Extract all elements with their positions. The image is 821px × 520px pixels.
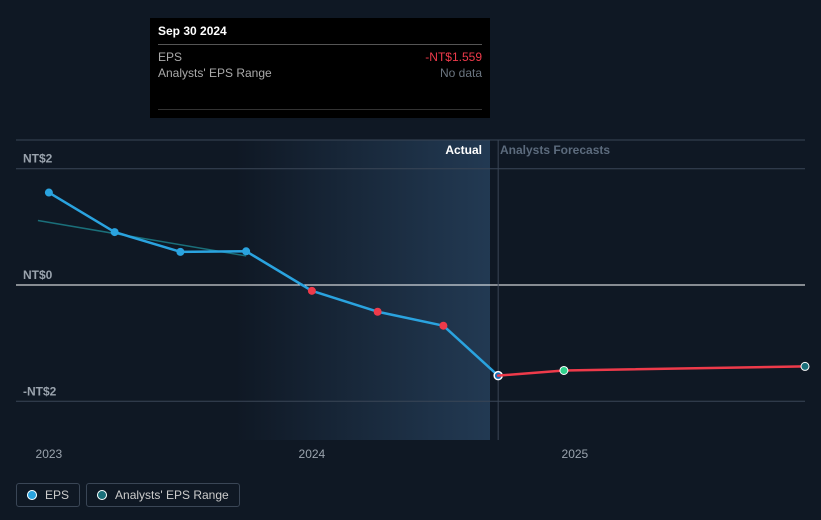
tooltip-bottom-rule <box>158 109 482 110</box>
tooltip-row-value: -NT$1.559 <box>425 49 482 65</box>
legend-item[interactable]: Analysts' EPS Range <box>86 483 240 507</box>
region-label-actual: Actual <box>445 143 482 157</box>
tooltip-row-label: EPS <box>158 49 182 65</box>
eps-marker[interactable] <box>308 287 316 295</box>
eps-marker[interactable] <box>242 247 250 255</box>
tooltip-row-value: No data <box>440 65 482 81</box>
tooltip-row: Analysts' EPS Range No data <box>158 65 482 81</box>
tooltip-date: Sep 30 2024 <box>158 24 482 42</box>
legend-swatch <box>27 490 37 500</box>
eps-marker[interactable] <box>439 322 447 330</box>
eps-marker[interactable] <box>374 308 382 316</box>
legend-swatch <box>97 490 107 500</box>
tooltip-row: EPS -NT$1.559 <box>158 49 482 65</box>
forecast-marker[interactable] <box>801 362 809 370</box>
eps-marker[interactable] <box>176 248 184 256</box>
eps-chart: NT$2 NT$0 -NT$2 Actual Analysts Forecasts 202… <box>0 0 821 520</box>
legend-item[interactable]: EPS <box>16 483 80 507</box>
forecast-marker[interactable] <box>560 366 568 374</box>
eps-marker[interactable] <box>111 228 119 236</box>
x-axis-label: 2024 <box>299 447 326 461</box>
eps-marker[interactable] <box>45 189 53 197</box>
tooltip-separator <box>158 44 482 45</box>
forecast-line <box>498 366 805 375</box>
x-axis-label: 2023 <box>36 447 63 461</box>
region-label-forecast: Analysts Forecasts <box>500 143 610 157</box>
x-axis-label: 2025 <box>562 447 589 461</box>
tooltip-row-label: Analysts' EPS Range <box>158 65 272 81</box>
chart-legend: EPS Analysts' EPS Range <box>16 483 240 507</box>
y-axis-label: NT$0 <box>23 268 53 282</box>
chart-tooltip: Sep 30 2024 EPS-NT$1.559Analysts' EPS Ra… <box>150 18 490 118</box>
actual-region-shade <box>235 140 490 440</box>
legend-label: Analysts' EPS Range <box>115 488 229 502</box>
legend-label: EPS <box>45 488 69 502</box>
y-axis-label: -NT$2 <box>23 384 57 398</box>
y-axis-label: NT$2 <box>23 152 53 166</box>
